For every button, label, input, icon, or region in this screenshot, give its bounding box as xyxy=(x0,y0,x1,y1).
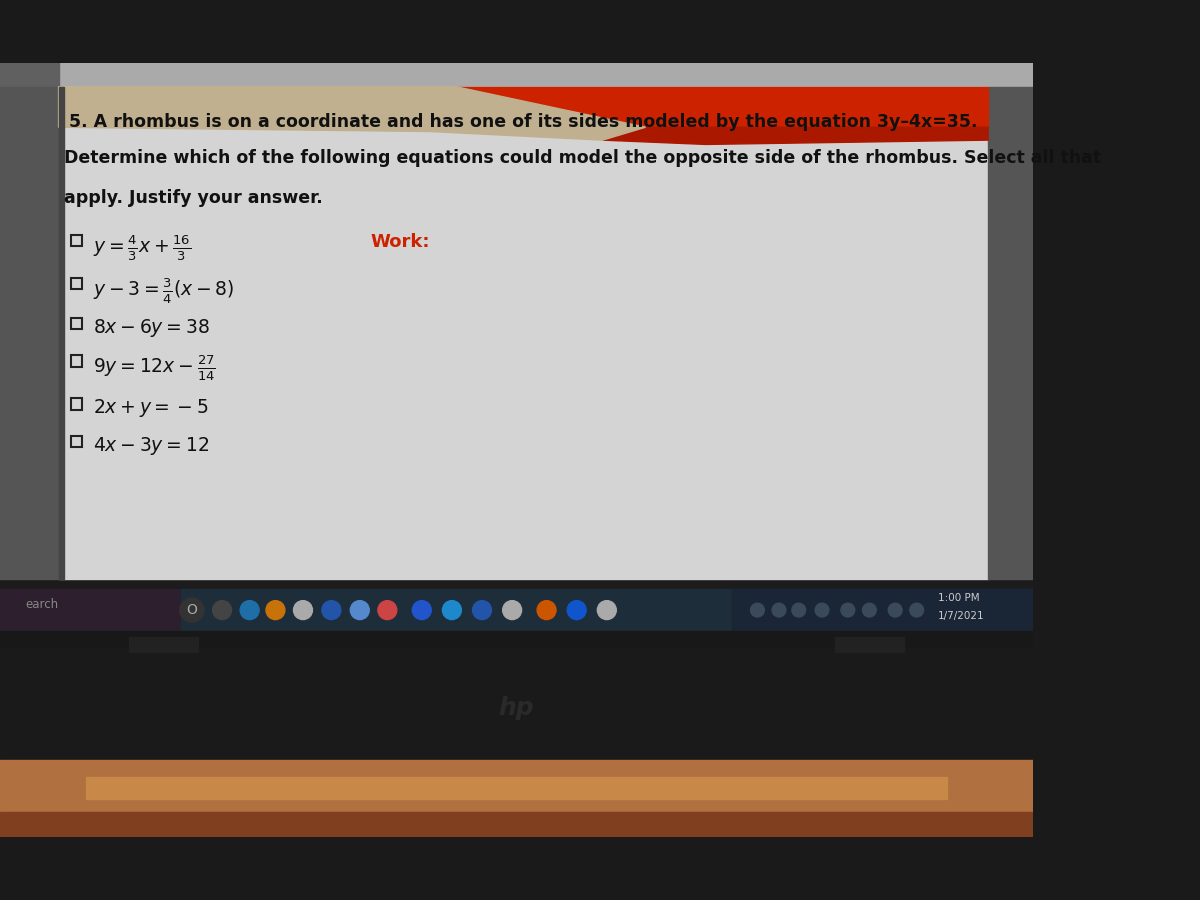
Text: earch: earch xyxy=(26,598,59,611)
Circle shape xyxy=(473,600,492,619)
Circle shape xyxy=(294,600,312,619)
Circle shape xyxy=(503,600,522,619)
Text: apply. Justify your answer.: apply. Justify your answer. xyxy=(64,189,323,207)
Text: hp: hp xyxy=(499,697,534,720)
Bar xyxy=(59,86,64,579)
Bar xyxy=(0,648,1033,837)
Circle shape xyxy=(350,600,370,619)
Bar xyxy=(71,235,82,246)
Circle shape xyxy=(322,600,341,619)
Circle shape xyxy=(910,603,924,617)
Circle shape xyxy=(750,603,764,617)
Circle shape xyxy=(888,603,902,617)
Circle shape xyxy=(240,600,259,619)
Circle shape xyxy=(180,598,204,622)
Bar xyxy=(0,760,1033,837)
Circle shape xyxy=(568,600,586,619)
Circle shape xyxy=(792,603,805,617)
Bar xyxy=(71,356,82,366)
Bar xyxy=(835,637,904,652)
Text: Work:: Work: xyxy=(370,233,430,251)
Bar xyxy=(732,590,1033,631)
Bar xyxy=(988,86,1033,579)
Text: 1:00 PM: 1:00 PM xyxy=(938,593,980,603)
Text: $y = \frac{4}{3}x + \frac{16}{3}$: $y = \frac{4}{3}x + \frac{16}{3}$ xyxy=(92,233,191,263)
Bar xyxy=(0,63,1033,631)
Text: 5. A rhombus is on a coordinate and has one of its sides modeled by the equation: 5. A rhombus is on a coordinate and has … xyxy=(68,112,977,130)
Bar xyxy=(0,631,1033,837)
Bar xyxy=(181,590,1033,631)
Circle shape xyxy=(443,600,461,619)
Bar xyxy=(0,0,59,86)
Polygon shape xyxy=(602,127,988,144)
Text: $8x - 6y = 38$: $8x - 6y = 38$ xyxy=(92,317,210,338)
Polygon shape xyxy=(456,86,988,127)
Circle shape xyxy=(815,603,829,617)
Circle shape xyxy=(413,600,431,619)
Circle shape xyxy=(378,600,397,619)
Bar xyxy=(0,86,59,579)
Circle shape xyxy=(841,603,854,617)
Circle shape xyxy=(772,603,786,617)
Bar xyxy=(86,777,947,798)
Circle shape xyxy=(598,600,617,619)
Bar xyxy=(71,399,82,410)
Text: $2x + y = -5$: $2x + y = -5$ xyxy=(92,397,209,418)
Bar xyxy=(0,63,1033,86)
Bar xyxy=(71,278,82,289)
Circle shape xyxy=(538,600,556,619)
Bar xyxy=(0,812,1033,837)
Text: O: O xyxy=(186,603,197,617)
Text: Determine which of the following equations could model the opposite side of the : Determine which of the following equatio… xyxy=(64,148,1100,166)
Bar xyxy=(0,590,181,631)
Circle shape xyxy=(212,600,232,619)
Text: $9y = 12x - \frac{27}{14}$: $9y = 12x - \frac{27}{14}$ xyxy=(92,354,216,383)
Text: $4x - 3y = 12$: $4x - 3y = 12$ xyxy=(92,435,209,456)
Circle shape xyxy=(863,603,876,617)
Bar xyxy=(71,436,82,447)
Text: $y - 3 = \frac{3}{4}(x - 8)$: $y - 3 = \frac{3}{4}(x - 8)$ xyxy=(92,276,234,306)
Bar xyxy=(130,637,198,652)
Circle shape xyxy=(266,600,284,619)
Bar xyxy=(71,319,82,329)
Polygon shape xyxy=(59,86,646,140)
Text: 1/7/2021: 1/7/2021 xyxy=(938,611,985,621)
Bar xyxy=(59,86,988,579)
